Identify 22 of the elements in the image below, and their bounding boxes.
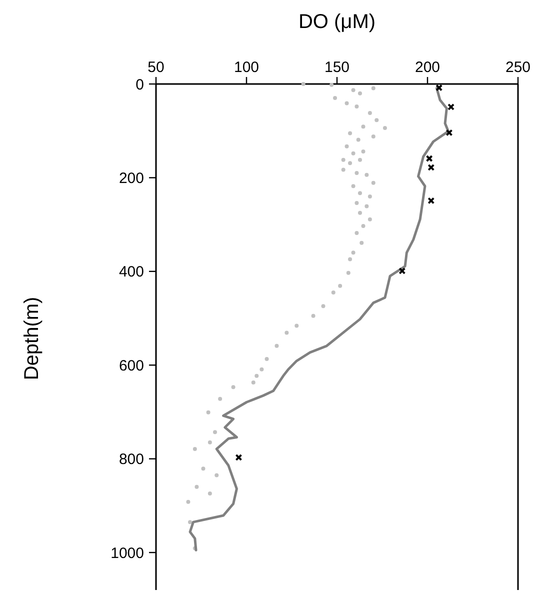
x-tick-label: 200	[414, 59, 440, 76]
x-tick-label: 50	[148, 59, 164, 76]
x-tick-label: 250	[505, 59, 531, 76]
y-axis-title: Depth(m)	[21, 296, 43, 380]
y-tick-label: 0	[136, 76, 144, 94]
point	[398, 267, 406, 274]
y-tick-label: 400	[118, 264, 144, 281]
x-axis-title: DO (μM)	[298, 11, 376, 33]
y-tick-label: 600	[118, 357, 144, 374]
y-tick-label: 200	[118, 170, 144, 187]
point	[428, 197, 435, 204]
point	[235, 454, 242, 461]
point	[448, 103, 455, 110]
point	[446, 129, 453, 136]
line-series	[188, 86, 450, 552]
y-tick-label: 1000	[110, 544, 144, 562]
point	[436, 84, 443, 92]
point	[428, 164, 435, 171]
y-tick-label: 800	[118, 451, 144, 468]
x-tick-label: 100	[234, 59, 260, 76]
point	[426, 154, 433, 162]
x-tick-label: 150	[324, 59, 350, 76]
